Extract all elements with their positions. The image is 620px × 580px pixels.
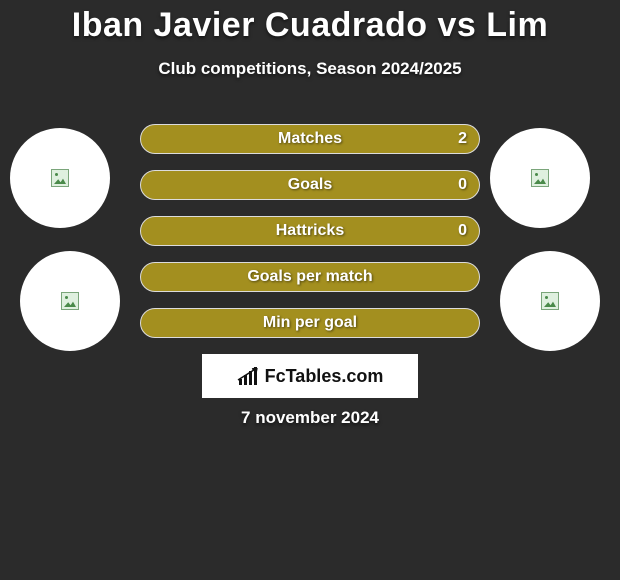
- stat-bar-goals-per-match: Goals per match: [140, 262, 480, 292]
- stat-label: Min per goal: [263, 314, 357, 332]
- club1-avatar-circle: [20, 251, 120, 351]
- stat-bar-min-per-goal: Min per goal: [140, 308, 480, 338]
- broken-image-icon: [541, 292, 559, 310]
- stats-bars: Matches 2 Goals 0 Hattricks 0 Goals per …: [140, 124, 480, 338]
- stat-bar-matches: Matches 2: [140, 124, 480, 154]
- broken-image-icon: [531, 169, 549, 187]
- broken-image-icon: [61, 292, 79, 310]
- stat-bar-goals: Goals 0: [140, 170, 480, 200]
- broken-image-icon: [51, 169, 69, 187]
- stat-label: Hattricks: [276, 222, 344, 240]
- date-text: 7 november 2024: [0, 408, 620, 428]
- brand-badge: FcTables.com: [202, 354, 418, 398]
- club2-avatar-circle: [500, 251, 600, 351]
- stat-label: Goals: [288, 176, 332, 194]
- stat-value: 0: [458, 222, 467, 240]
- player1-avatar-circle: [10, 128, 110, 228]
- stat-label: Matches: [278, 130, 342, 148]
- stat-bar-hattricks: Hattricks 0: [140, 216, 480, 246]
- bar-chart-icon: [237, 367, 259, 385]
- player2-avatar-circle: [490, 128, 590, 228]
- brand-text: FcTables.com: [265, 366, 384, 387]
- page-title: Iban Javier Cuadrado vs Lim: [0, 0, 620, 45]
- stat-value: 0: [458, 176, 467, 194]
- subtitle: Club competitions, Season 2024/2025: [0, 59, 620, 79]
- stat-label: Goals per match: [247, 268, 372, 286]
- stat-value: 2: [458, 130, 467, 148]
